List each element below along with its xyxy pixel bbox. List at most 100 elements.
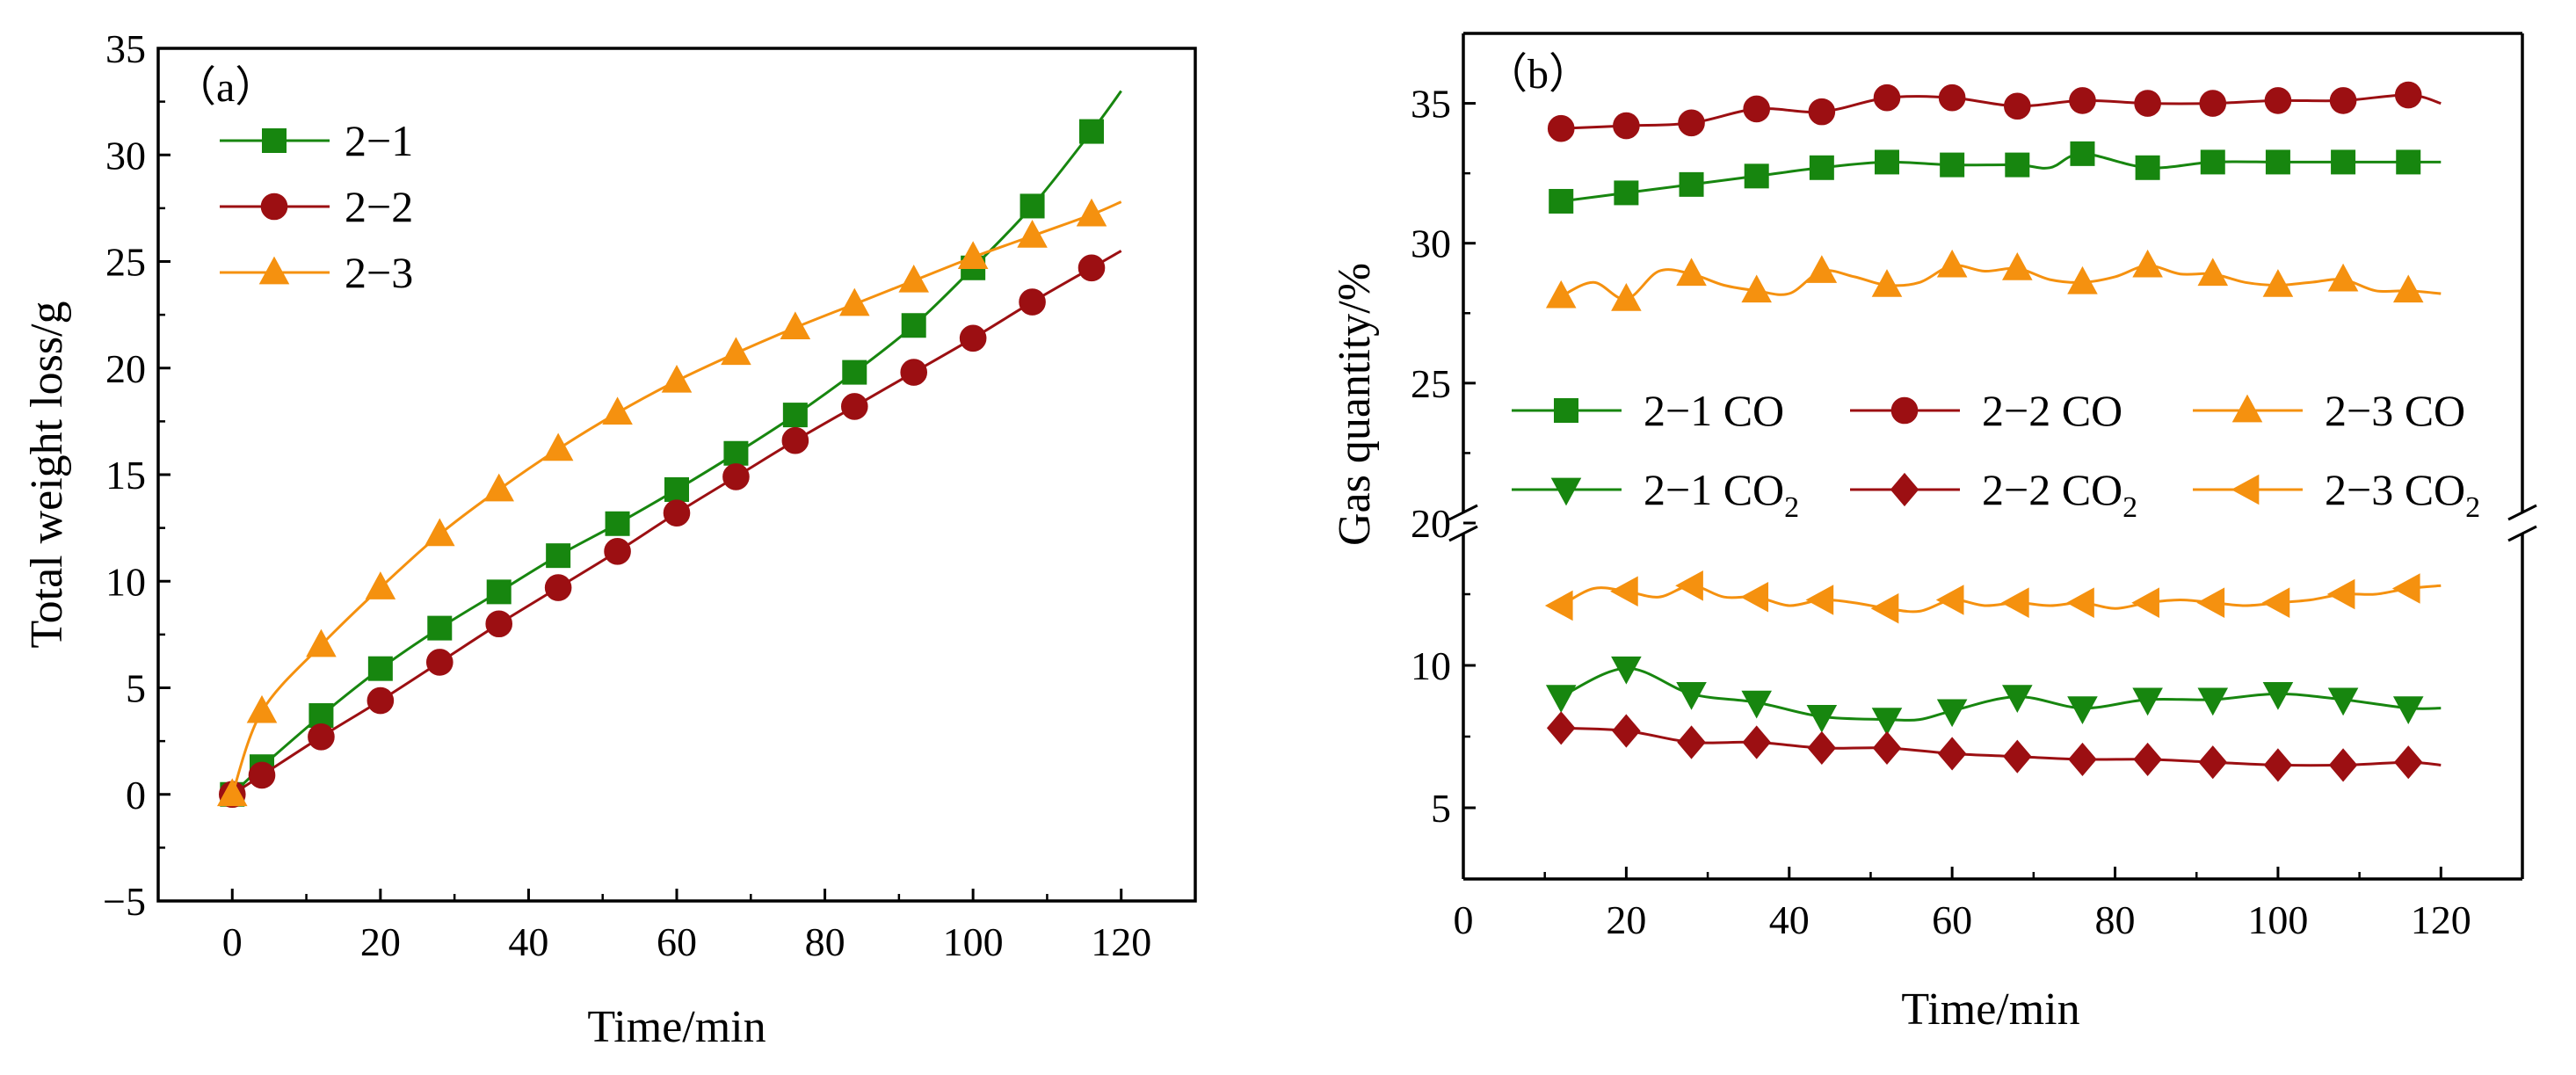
data-point [1017, 220, 1048, 248]
axis-break-mark [1448, 525, 1478, 542]
data-point [425, 649, 454, 676]
data-point [1019, 288, 1046, 316]
data-point [2070, 141, 2095, 166]
data-point [661, 364, 693, 393]
legend-marker [258, 256, 290, 285]
data-point [2133, 742, 2162, 777]
y-tick-label-b: 20 [1411, 501, 1451, 546]
data-point [2331, 149, 2356, 175]
data-point [306, 628, 337, 657]
data-point [2329, 87, 2357, 114]
data-point [2003, 739, 2032, 774]
data-point [1740, 581, 1769, 613]
data-point [366, 686, 395, 715]
data-point [483, 473, 514, 502]
data-point [1612, 714, 1641, 748]
data-point [1676, 682, 1707, 710]
data-point [721, 337, 751, 366]
data-point [1549, 188, 1574, 214]
data-point [2264, 87, 2292, 114]
legend-label: 2−2 [345, 182, 413, 231]
data-point [2392, 274, 2424, 303]
data-point [2004, 92, 2031, 120]
data-point [2067, 696, 2098, 724]
data-point [2198, 745, 2228, 780]
data-point [1610, 576, 1638, 607]
panel-label-b: （b） [1485, 51, 1591, 98]
y-tick-label-b: 25 [1411, 361, 1451, 406]
legend-label: 2−3 CO2 [2325, 465, 2480, 524]
legend-label: 2−1 CO [1644, 386, 1784, 435]
data-point [1935, 585, 1964, 615]
data-point [1938, 84, 1966, 112]
data-point [782, 403, 808, 428]
data-point [1545, 280, 1577, 309]
data-point [1873, 84, 1901, 112]
data-point [2066, 587, 2094, 619]
data-point [1546, 711, 1576, 745]
legend-a: 2−1 2−2 2−3 [220, 116, 413, 297]
data-point [1679, 171, 1704, 197]
data-point [780, 311, 811, 340]
data-point [2262, 682, 2294, 710]
y-tick-label-a: −5 [103, 879, 146, 924]
data-point [1742, 725, 1771, 759]
data-point [2327, 687, 2359, 716]
axis-break-mark [1448, 504, 1478, 521]
data-point [2131, 587, 2159, 619]
data-point [2069, 87, 2096, 114]
data-point [2002, 685, 2033, 713]
data-point [1809, 155, 1834, 180]
data-point [1871, 708, 1903, 736]
data-point [2392, 696, 2424, 724]
legend-label-subscript: 2 [1784, 491, 1799, 524]
legend-marker [1890, 472, 1919, 507]
data-point [1806, 704, 1838, 733]
data-point [486, 579, 512, 605]
series-a-2−2 [218, 250, 1122, 809]
data-point [2200, 149, 2225, 175]
data-point [1611, 283, 1642, 311]
legend-marker [2231, 394, 2263, 423]
data-point [2199, 90, 2227, 117]
data-point [248, 761, 276, 789]
y-tick-label-a: 10 [105, 559, 146, 604]
x-tick-label-b: 0 [1454, 897, 1474, 942]
data-point [424, 518, 455, 547]
y-tick-label-a: 15 [105, 453, 146, 498]
series-b-2−2 CO [1547, 81, 2442, 142]
data-point [1870, 592, 1899, 624]
series-b-2−3 CO2 [1544, 570, 2442, 624]
data-point [1614, 180, 1639, 206]
series-b-2−1 CO [1549, 141, 2442, 214]
data-point [2265, 149, 2290, 175]
data-point [2132, 687, 2163, 716]
data-point [2135, 155, 2160, 180]
data-point [2261, 587, 2290, 619]
data-point [1547, 114, 1575, 142]
legend-marker [260, 192, 288, 221]
x-tick-label-a: 20 [360, 919, 401, 964]
y-tick-label-b: 10 [1411, 643, 1451, 688]
data-point [839, 287, 870, 316]
data-point [1805, 585, 1834, 615]
data-point [664, 476, 689, 502]
data-point [1875, 149, 1899, 175]
data-point [722, 463, 750, 490]
data-point [900, 359, 928, 386]
data-point [781, 426, 809, 454]
data-point [2197, 687, 2229, 716]
data-point [246, 694, 278, 723]
data-point [2067, 265, 2098, 294]
x-axis-title-b: Time/min [1901, 984, 2079, 1035]
legend-label-subscript: 2 [2122, 491, 2137, 524]
data-point [2068, 742, 2097, 777]
x-axis-title-a: Time/min [587, 1002, 766, 1052]
data-point [308, 723, 335, 751]
y-tick-label-b: 30 [1411, 222, 1451, 266]
series-line [1560, 666, 2442, 722]
data-point [1743, 95, 1770, 123]
data-point [1940, 152, 1965, 178]
